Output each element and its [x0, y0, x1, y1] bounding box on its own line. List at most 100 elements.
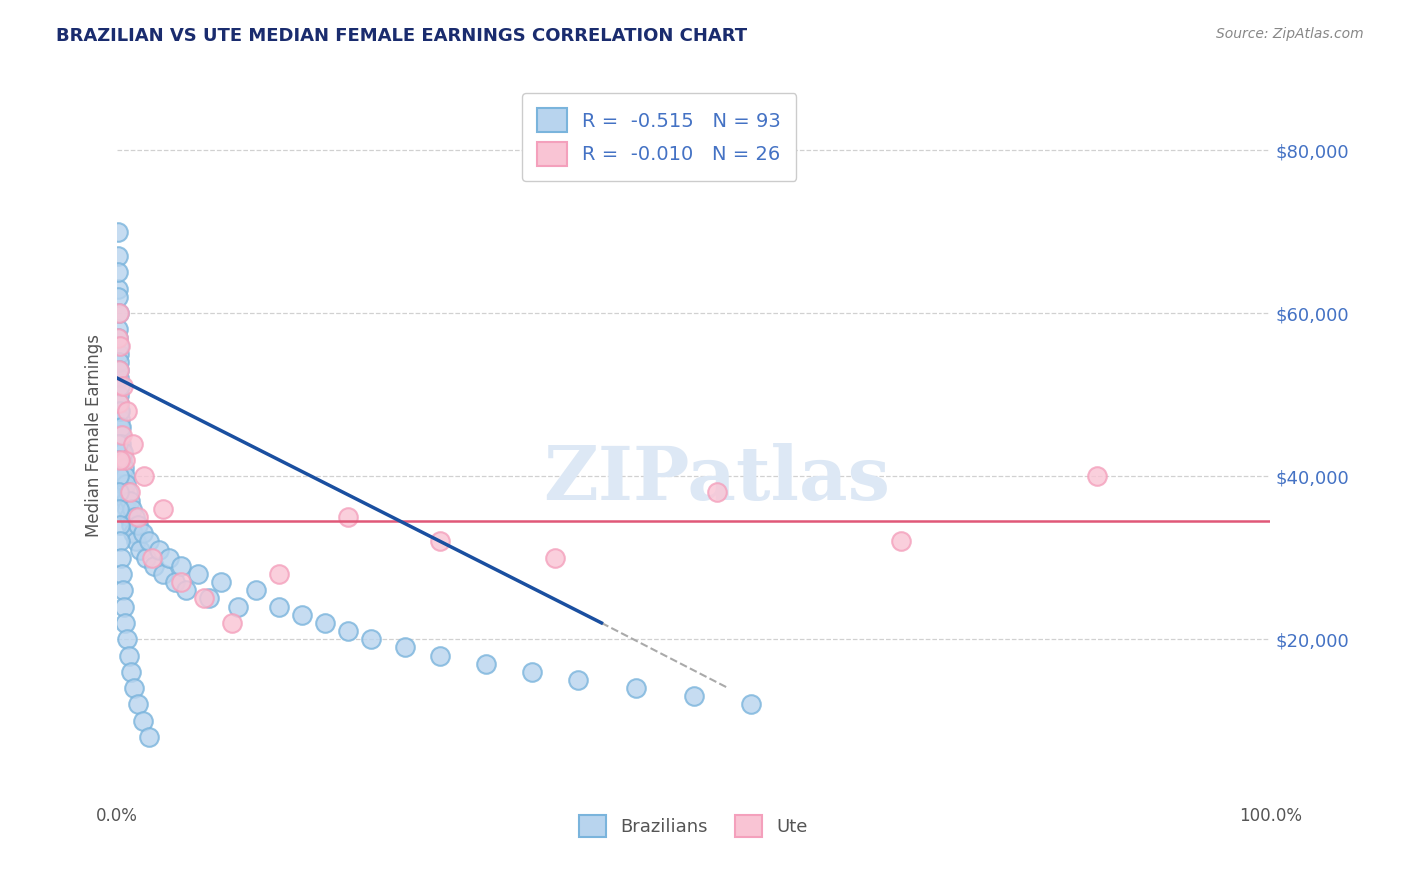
Point [112, 599, 135, 614]
Point [118, 485, 141, 500]
Y-axis label: Median Female Earnings: Median Female Earnings [86, 334, 103, 537]
Point [107, 322, 129, 336]
Point [131, 526, 153, 541]
Point [108, 501, 131, 516]
Point [115, 404, 138, 418]
Point [138, 534, 160, 549]
Point [176, 583, 198, 598]
Text: BRAZILIAN VS UTE MEDIAN FEMALE EARNINGS CORRELATION CHART: BRAZILIAN VS UTE MEDIAN FEMALE EARNINGS … [56, 27, 748, 45]
Point [107, 282, 129, 296]
Point [567, 673, 589, 687]
Point [110, 436, 132, 450]
Point [110, 428, 132, 442]
Point [394, 640, 416, 655]
Point [118, 493, 141, 508]
Text: ZIPatlas: ZIPatlas [543, 443, 890, 516]
Point [740, 698, 762, 712]
Point [152, 501, 174, 516]
Point [118, 648, 141, 663]
Point [245, 583, 267, 598]
Point [129, 542, 152, 557]
Point [121, 501, 143, 516]
Point [291, 607, 314, 622]
Point [110, 461, 132, 475]
Point [107, 306, 129, 320]
Point [108, 355, 131, 369]
Point [114, 485, 136, 500]
Point [107, 330, 129, 344]
Point [111, 444, 134, 458]
Legend: Brazilians, Ute: Brazilians, Ute [572, 808, 815, 845]
Point [429, 534, 451, 549]
Point [114, 469, 136, 483]
Point [107, 453, 129, 467]
Point [108, 485, 131, 500]
Point [110, 436, 132, 450]
Point [110, 339, 132, 353]
Point [120, 665, 142, 679]
Point [124, 681, 146, 695]
Point [108, 379, 131, 393]
Point [152, 566, 174, 581]
Point [115, 477, 138, 491]
Point [108, 371, 131, 385]
Point [107, 469, 129, 483]
Point [112, 477, 135, 491]
Point [107, 436, 129, 450]
Point [111, 469, 134, 483]
Point [108, 428, 131, 442]
Point [193, 591, 215, 606]
Point [143, 558, 166, 573]
Point [475, 657, 498, 671]
Point [124, 510, 146, 524]
Point [267, 599, 290, 614]
Point [107, 290, 129, 304]
Point [108, 404, 131, 418]
Point [221, 615, 243, 630]
Point [157, 550, 180, 565]
Point [108, 363, 131, 377]
Point [115, 501, 138, 516]
Point [108, 396, 131, 410]
Point [111, 583, 134, 598]
Point [706, 485, 728, 500]
Point [163, 575, 186, 590]
Point [187, 566, 209, 581]
Point [110, 534, 132, 549]
Point [336, 510, 359, 524]
Point [522, 665, 544, 679]
Point [108, 363, 131, 377]
Point [107, 339, 129, 353]
Point [108, 453, 131, 467]
Point [1085, 469, 1108, 483]
Point [110, 550, 132, 565]
Point [107, 265, 129, 279]
Point [110, 420, 132, 434]
Point [125, 534, 148, 549]
Point [336, 624, 359, 638]
Point [682, 690, 704, 704]
Point [114, 493, 136, 508]
Point [169, 558, 191, 573]
Point [108, 412, 131, 426]
Point [209, 575, 232, 590]
Point [108, 404, 131, 418]
Point [112, 461, 135, 475]
Point [117, 485, 139, 500]
Point [108, 420, 131, 434]
Point [127, 698, 149, 712]
Point [890, 534, 912, 549]
Point [148, 542, 170, 557]
Text: Source: ZipAtlas.com: Source: ZipAtlas.com [1216, 27, 1364, 41]
Point [624, 681, 647, 695]
Point [114, 615, 136, 630]
Point [127, 510, 149, 524]
Point [107, 330, 129, 344]
Point [198, 591, 221, 606]
Point [107, 347, 129, 361]
Point [108, 387, 131, 401]
Point [107, 225, 129, 239]
Point [141, 550, 163, 565]
Point [138, 730, 160, 744]
Point [132, 469, 155, 483]
